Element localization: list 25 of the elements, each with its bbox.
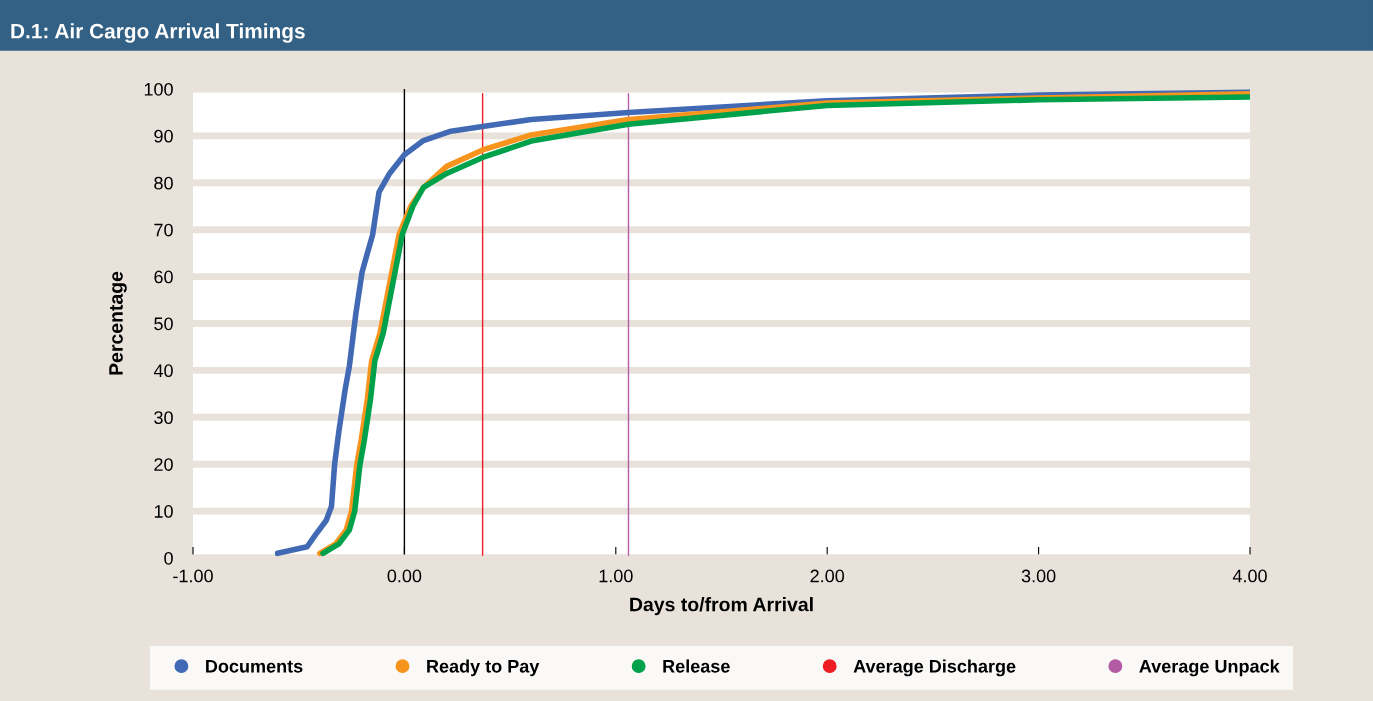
y-tick-label: 80 [154,176,173,190]
legend-label: Ready to Pay [427,659,540,677]
x-tick-label: 2.00 [810,569,845,583]
legend-label: Documents [206,660,303,673]
x-tick-label: 4.00 [1232,569,1267,583]
x-tick-label: -1.00 [173,569,213,583]
y-tick-label: 30 [154,411,173,425]
x-tick-label: 0.00 [387,569,422,583]
legend-label: Release [663,659,730,673]
y-tick-label: 10 [154,505,173,518]
legend-label: Average Discharge [853,659,1016,677]
y-tick-label: 90 [154,129,173,143]
y-tick-label: 50 [154,317,173,331]
y-tick-label: 100 [144,82,173,96]
chart-title: D.1: Air Cargo Arrival Timings [11,23,305,43]
x-tick-label: 3.00 [1021,569,1056,583]
y-tick-label: 40 [153,364,173,378]
x-tick-label: 1.00 [599,569,633,583]
y-axis-title: Percentage [109,271,127,375]
y-tick-label: 70 [154,223,173,237]
legend-label: Average Unpack [1139,659,1280,677]
y-tick-label: 20 [154,458,173,471]
y-tick-label: 0 [164,551,173,565]
x-axis-title: Days to/from Arrival [630,597,813,616]
y-tick-label: 60 [154,270,173,284]
